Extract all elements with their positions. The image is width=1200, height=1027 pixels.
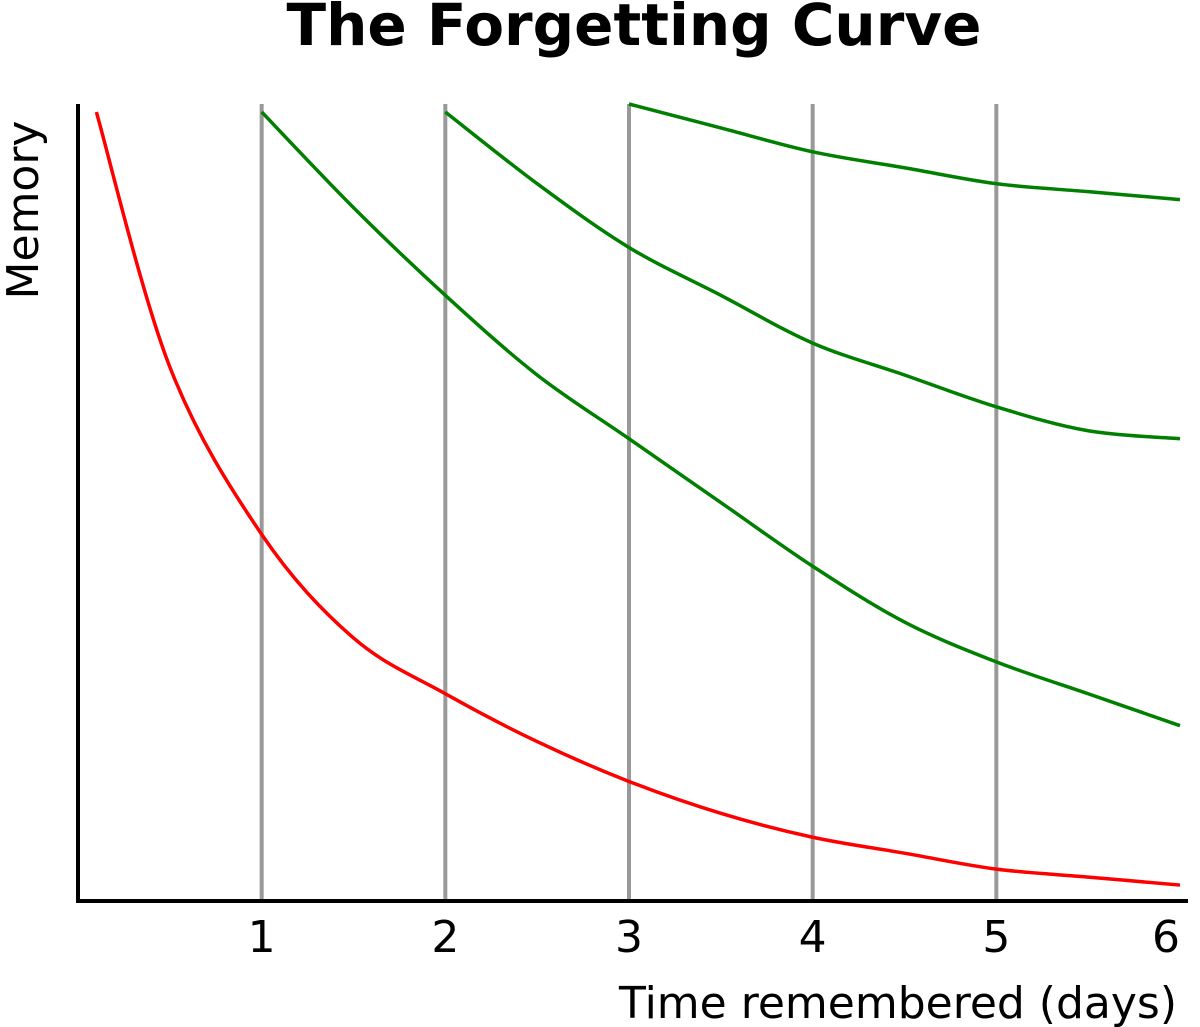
series-line-review-1	[260, 110, 1181, 728]
series-line-review-2	[444, 110, 1181, 441]
series-layer	[94, 102, 1181, 887]
x-tick-labels: 1 2 3 4 5 6	[248, 912, 1180, 963]
x-tick-label: 4	[799, 912, 827, 963]
grid-lines	[259, 104, 999, 901]
x-tick-label: 5	[982, 912, 1010, 963]
y-axis-label: Memory	[0, 121, 49, 300]
x-tick-label: 3	[615, 912, 643, 963]
x-tick-label: 6	[1152, 912, 1180, 963]
chart-title: The Forgetting Curve	[287, 0, 982, 59]
x-axis-label: Time remembered (days)	[618, 978, 1177, 1027]
x-tick-label: 2	[431, 912, 459, 963]
x-tick-label: 1	[248, 912, 276, 963]
series-line-initial-forgetting	[94, 111, 1181, 887]
series-line-review-3	[628, 102, 1181, 202]
